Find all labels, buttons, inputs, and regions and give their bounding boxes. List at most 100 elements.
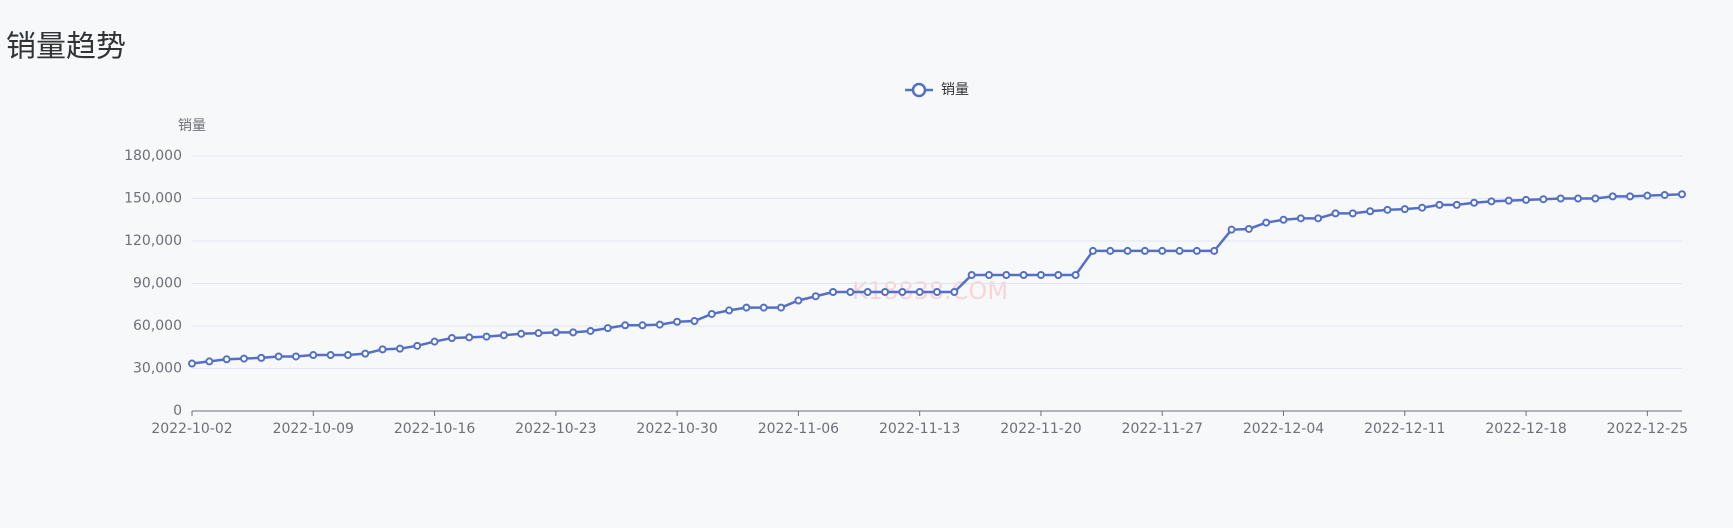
data-point — [1002, 271, 1011, 279]
data-point — [1036, 271, 1045, 279]
y-axis-label: 销量 — [178, 118, 206, 134]
data-point — [499, 331, 508, 340]
data-point — [1192, 246, 1201, 255]
data-point — [1227, 225, 1236, 234]
data-point — [413, 341, 422, 350]
data-point — [291, 352, 300, 361]
x-tick-label: 2022-11-27 — [1122, 421, 1203, 437]
data-point — [1626, 192, 1635, 201]
data-point — [1643, 191, 1652, 200]
x-tick-label: 2022-11-06 — [758, 421, 839, 437]
data-point — [1088, 246, 1097, 255]
x-tick-label: 2022-12-18 — [1485, 421, 1566, 437]
data-point — [586, 326, 595, 335]
x-tick-label: 2022-10-02 — [151, 421, 232, 437]
data-point — [534, 329, 543, 338]
data-point — [1591, 194, 1600, 203]
data-point — [933, 288, 941, 296]
data-point — [1556, 194, 1565, 203]
data-point — [1175, 246, 1184, 255]
data-point — [707, 309, 716, 318]
data-point — [1678, 190, 1686, 199]
data-point — [1574, 194, 1583, 203]
data-point — [829, 288, 838, 296]
data-point — [1106, 246, 1115, 255]
data-point — [1296, 214, 1305, 223]
y-tick-label: 90,000 — [133, 276, 182, 292]
data-point — [1366, 207, 1375, 216]
data-point — [222, 355, 231, 364]
y-tick-label: 0 — [173, 403, 182, 419]
data-point — [1158, 246, 1167, 255]
y-tick-label: 150,000 — [124, 191, 182, 207]
data-point — [1140, 246, 1149, 255]
data-point — [898, 288, 907, 296]
x-tick-label: 2022-12-25 — [1607, 421, 1688, 437]
data-point — [1019, 271, 1028, 279]
data-point — [517, 329, 526, 338]
data-point — [205, 357, 214, 366]
data-point — [673, 317, 682, 326]
data-point — [984, 271, 993, 279]
data-point — [447, 334, 456, 343]
chart-title: 销量趋势 — [6, 30, 126, 65]
data-point — [777, 303, 786, 312]
data-point — [1331, 209, 1340, 218]
data-point — [863, 288, 872, 296]
x-tick-label: 2022-10-23 — [515, 421, 596, 437]
x-tick-label: 2022-10-30 — [636, 421, 717, 437]
x-tick-label: 2022-11-13 — [879, 421, 960, 437]
data-point — [690, 317, 699, 326]
data-point — [950, 288, 959, 296]
data-point — [603, 324, 612, 333]
data-point — [1418, 203, 1427, 212]
x-tick-label: 2022-12-11 — [1364, 421, 1445, 437]
data-point — [1660, 190, 1669, 199]
y-tick-label: 60,000 — [133, 318, 182, 334]
data-point — [1383, 205, 1392, 214]
x-tick-label: 2022-12-04 — [1243, 421, 1324, 437]
data-point — [1608, 192, 1617, 201]
data-point — [794, 296, 803, 305]
legend-label: 销量 — [941, 82, 969, 98]
y-tick-label: 120,000 — [124, 233, 182, 249]
data-point — [482, 332, 491, 341]
data-point — [1210, 246, 1219, 255]
data-point — [326, 351, 335, 360]
data-point — [742, 303, 751, 312]
data-point — [274, 352, 283, 361]
data-point — [309, 351, 318, 360]
data-point — [343, 351, 352, 360]
data-point — [759, 303, 768, 312]
data-point — [1452, 200, 1461, 209]
data-point — [1400, 205, 1409, 214]
data-point — [655, 320, 664, 329]
x-tick-label: 2022-10-16 — [394, 421, 475, 437]
data-point — [1435, 200, 1444, 209]
data-point — [621, 321, 630, 330]
x-tick-label: 2022-10-09 — [273, 421, 354, 437]
data-point — [551, 328, 560, 337]
data-point — [846, 288, 855, 296]
data-point — [1348, 209, 1357, 218]
data-point — [465, 333, 474, 342]
data-point — [257, 353, 266, 362]
data-point — [1244, 224, 1253, 233]
data-point — [1487, 197, 1496, 206]
x-tick-label: 2022-11-20 — [1000, 421, 1081, 437]
data-point — [1504, 196, 1513, 205]
data-point — [725, 306, 734, 315]
data-point — [1314, 214, 1323, 223]
data-point — [1071, 271, 1080, 279]
data-point — [1054, 271, 1063, 279]
data-point — [395, 344, 404, 353]
data-point — [430, 337, 439, 346]
data-point — [915, 288, 924, 296]
data-point — [378, 345, 387, 354]
legend-marker — [911, 82, 927, 98]
data-point — [1262, 218, 1271, 227]
data-point — [638, 321, 647, 330]
data-point — [1522, 195, 1531, 204]
